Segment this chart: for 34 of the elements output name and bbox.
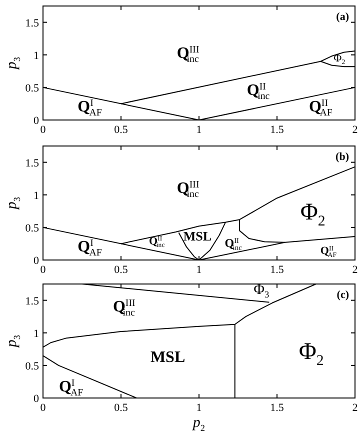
x-tick-label: 1 [196,124,202,136]
x-tick-label: 0.5 [114,402,128,414]
y-tick-label: 0.5 [25,82,40,94]
y-tick-label: 0 [34,393,40,405]
annotation: (b) [336,151,350,163]
annotation: (a) [336,11,350,23]
y-tick-label: 0.5 [25,222,40,234]
annotation: (c) [336,289,350,301]
x-tick-label: 2 [352,402,358,414]
y-tick-label: 1.5 [25,157,40,170]
annotation: Φ$_{2}$ [298,338,324,369]
y-tick-label: 0 [34,255,40,267]
x-tick-label: 1.5 [270,124,284,136]
x-tick-label: 1 [196,402,202,414]
y-tick-label: 1 [34,190,39,202]
x-tick-label: 1 [196,264,202,276]
x-axis-title: p$_{2}$ [192,415,206,434]
x-tick-label: 0.5 [114,264,128,276]
annotation: Φ$_{2}$ [334,52,346,66]
x-tick-label: 0.5 [114,124,128,136]
annotation: Φ$_{3}$ [254,282,270,301]
y-tick-label: 1.5 [25,17,40,30]
x-tick-label: 1.5 [270,264,284,276]
y-tick-label: 0.5 [25,360,40,372]
annotation: Φ$_{2}$ [300,200,326,230]
x-tick-label: 1.5 [270,402,284,414]
annotation: MSL [183,228,212,244]
y-tick-label: 1 [34,50,39,62]
y-tick-label: 1.5 [25,295,40,308]
x-tick-label: 2 [352,124,358,136]
y-tick-label: 0 [34,115,40,127]
y-tick-label: 1 [34,328,39,340]
annotation: MSL [150,349,186,366]
x-tick-label: 2 [352,264,358,276]
